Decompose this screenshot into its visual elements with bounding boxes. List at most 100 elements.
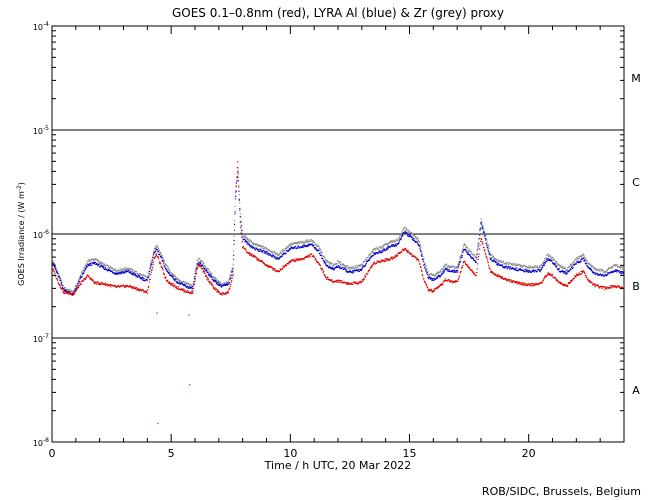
data-point bbox=[508, 279, 510, 281]
data-point bbox=[477, 248, 479, 250]
data-point bbox=[612, 285, 615, 287]
data-point bbox=[532, 270, 535, 272]
data-point bbox=[539, 265, 541, 267]
data-point bbox=[581, 270, 583, 272]
data-point bbox=[435, 273, 437, 275]
data-point bbox=[173, 279, 176, 281]
data-point bbox=[450, 267, 452, 269]
data-point bbox=[119, 286, 121, 288]
data-point bbox=[350, 266, 352, 268]
data-point bbox=[261, 246, 263, 248]
data-point bbox=[227, 281, 229, 283]
data-point bbox=[236, 172, 239, 174]
data-point bbox=[614, 270, 616, 272]
data-point bbox=[270, 250, 272, 253]
data-point bbox=[152, 254, 154, 257]
data-point bbox=[492, 272, 494, 274]
data-point bbox=[584, 272, 586, 275]
data-point bbox=[620, 271, 622, 273]
data-point bbox=[500, 276, 502, 278]
data-point bbox=[394, 241, 396, 243]
data-point bbox=[260, 260, 262, 262]
data-point bbox=[63, 288, 65, 290]
data-point bbox=[570, 264, 573, 267]
data-point bbox=[118, 285, 120, 287]
data-point bbox=[409, 232, 411, 234]
data-point bbox=[291, 246, 293, 248]
data-point bbox=[572, 279, 574, 281]
data-point bbox=[486, 256, 488, 259]
data-point bbox=[62, 291, 65, 293]
data-point bbox=[572, 267, 574, 269]
data-point bbox=[297, 242, 300, 244]
data-point bbox=[611, 286, 613, 288]
data-point bbox=[234, 195, 237, 197]
data-point bbox=[421, 273, 423, 275]
data-point bbox=[223, 283, 226, 286]
data-point bbox=[523, 284, 525, 286]
data-point bbox=[100, 283, 103, 285]
data-point bbox=[403, 227, 405, 229]
data-point bbox=[206, 269, 208, 271]
data-point bbox=[81, 275, 83, 278]
data-point bbox=[301, 257, 303, 259]
data-point bbox=[167, 268, 169, 270]
data-point bbox=[151, 258, 153, 260]
data-point bbox=[417, 259, 419, 261]
data-point bbox=[361, 268, 363, 270]
data-point bbox=[72, 290, 75, 293]
data-point bbox=[559, 264, 561, 266]
data-point bbox=[483, 249, 485, 251]
data-point bbox=[455, 265, 457, 268]
data-point bbox=[276, 252, 278, 254]
data-point bbox=[248, 243, 250, 246]
data-point bbox=[92, 259, 95, 261]
data-point bbox=[375, 248, 377, 250]
data-point bbox=[52, 263, 54, 265]
data-point bbox=[588, 280, 590, 283]
data-point bbox=[485, 254, 487, 256]
data-point bbox=[386, 247, 388, 249]
data-point bbox=[363, 278, 365, 280]
data-point bbox=[167, 266, 169, 269]
data-point bbox=[426, 267, 428, 270]
data-point bbox=[91, 262, 94, 264]
data-point bbox=[147, 286, 149, 289]
data-point bbox=[197, 263, 199, 265]
data-point bbox=[143, 291, 145, 293]
data-point bbox=[416, 259, 418, 261]
data-point bbox=[205, 275, 208, 277]
data-point bbox=[104, 284, 106, 286]
data-point bbox=[533, 266, 535, 268]
data-point bbox=[470, 270, 473, 272]
data-point bbox=[476, 250, 478, 252]
data-point bbox=[272, 254, 274, 256]
data-point bbox=[534, 282, 536, 285]
data-point bbox=[195, 273, 197, 275]
data-point bbox=[389, 259, 391, 261]
data-point bbox=[471, 252, 473, 254]
data-point bbox=[141, 274, 143, 276]
data-point bbox=[88, 258, 90, 260]
data-point bbox=[594, 271, 596, 274]
data-point bbox=[194, 280, 196, 282]
data-point bbox=[398, 236, 401, 238]
data-point bbox=[421, 270, 423, 272]
data-point bbox=[520, 282, 523, 284]
data-point bbox=[376, 261, 379, 263]
data-point bbox=[286, 245, 288, 248]
data-point bbox=[391, 244, 393, 246]
data-point bbox=[422, 258, 424, 260]
data-point bbox=[622, 271, 624, 273]
data-point bbox=[472, 270, 474, 272]
data-point bbox=[125, 270, 127, 272]
data-point bbox=[356, 269, 358, 271]
data-point bbox=[228, 288, 230, 290]
data-point bbox=[238, 199, 240, 201]
data-point bbox=[457, 265, 459, 267]
data-point bbox=[432, 274, 434, 276]
data-point bbox=[432, 279, 434, 281]
data-point bbox=[218, 291, 220, 294]
data-point bbox=[545, 257, 547, 259]
outlier-point bbox=[189, 384, 191, 386]
